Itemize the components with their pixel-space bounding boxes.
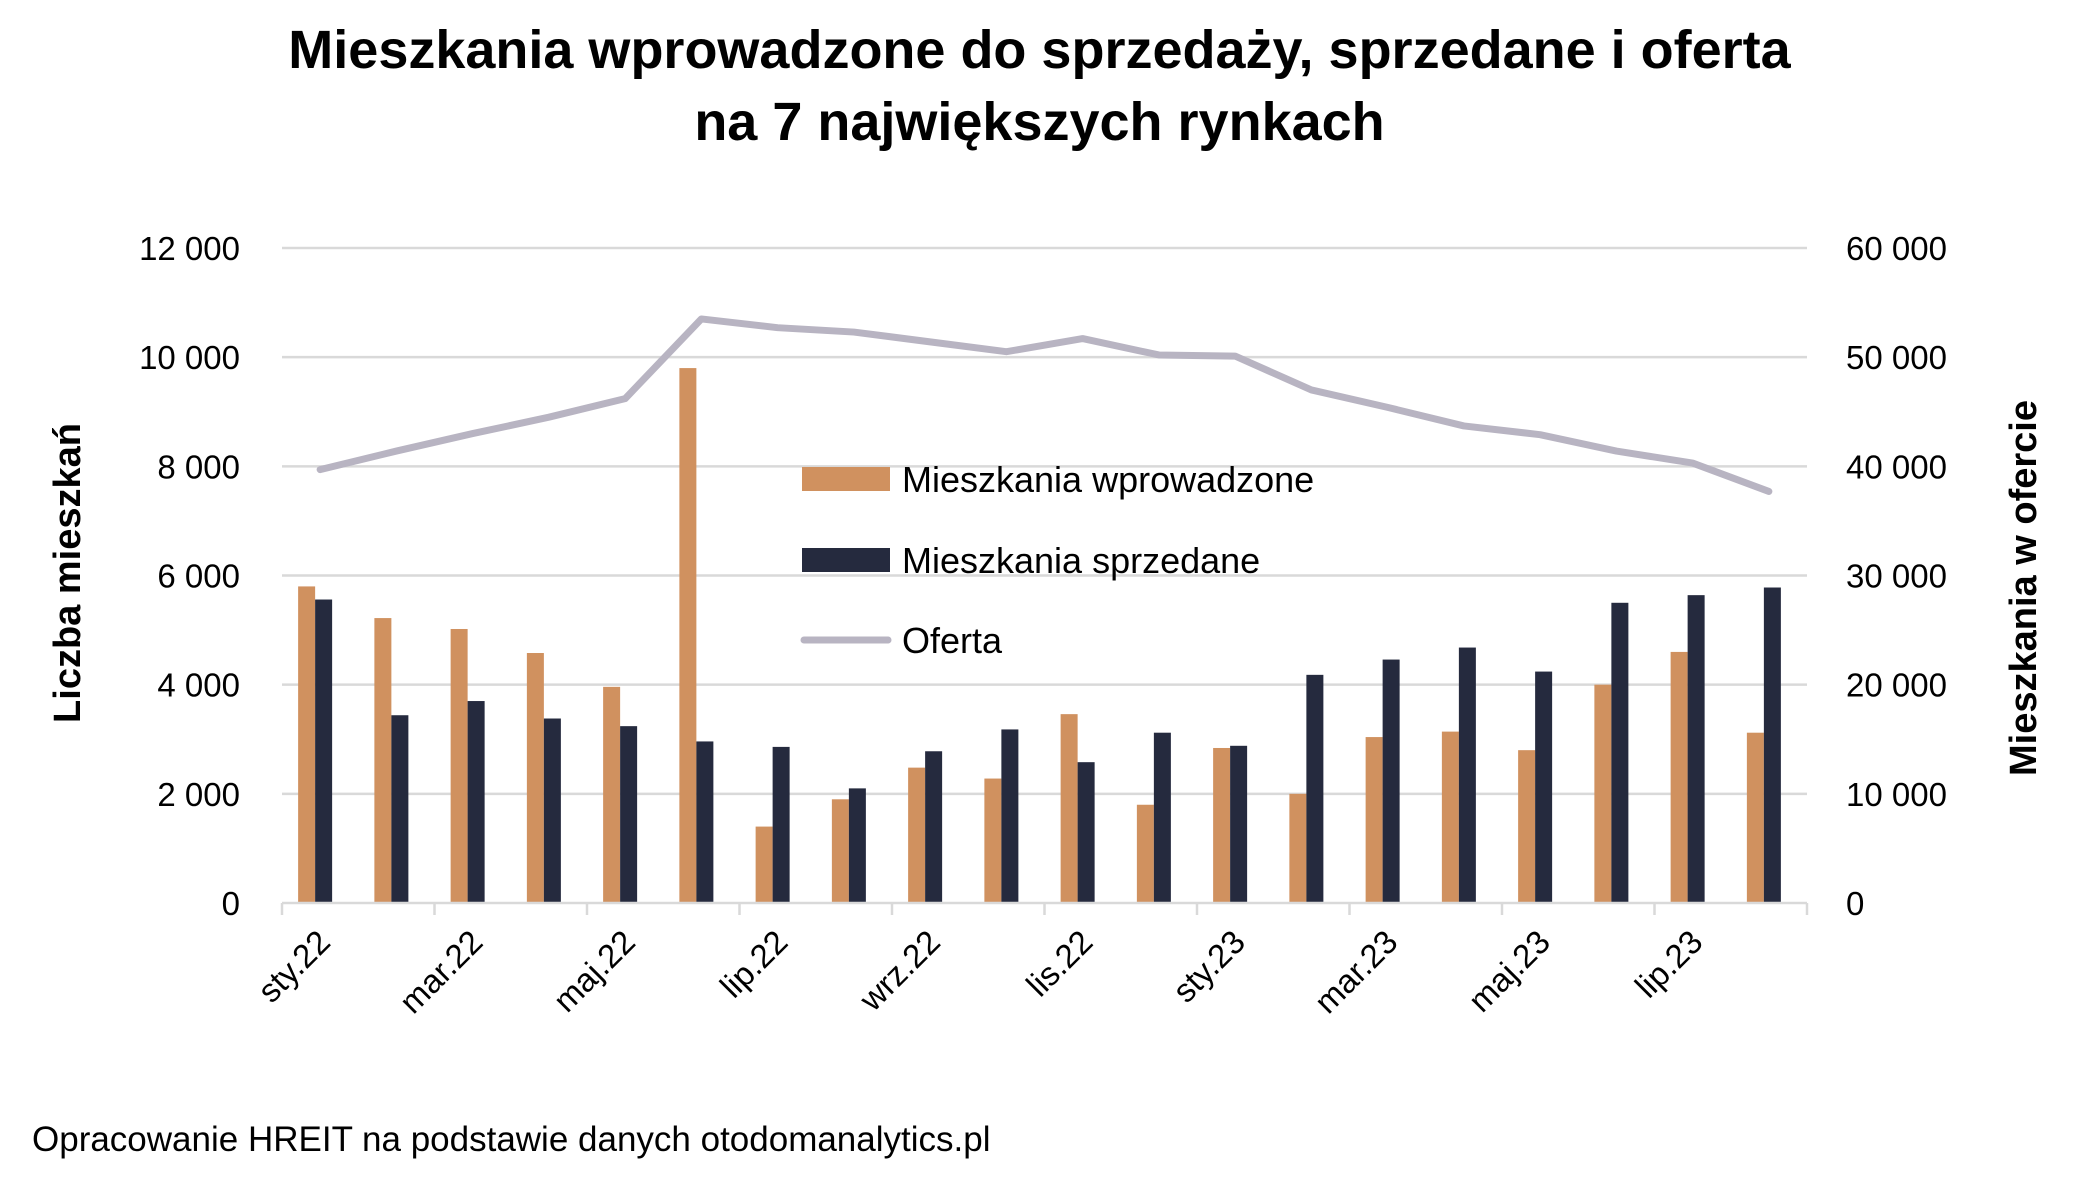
chart-title-line-1: Mieszkania wprowadzone do sprzedaży, spr… bbox=[288, 20, 1791, 80]
bar-wprowadzone-lip.23 bbox=[1670, 651, 1688, 903]
y2-tick-label: 40 000 bbox=[1846, 448, 1947, 485]
bar-sprzedane-lis.22 bbox=[1077, 762, 1095, 903]
bar-sprzedane-mar.23 bbox=[1382, 659, 1400, 903]
bar-wprowadzone-kwi.22 bbox=[526, 653, 544, 903]
bar-sprzedane-sty.23 bbox=[1230, 745, 1248, 903]
bar-sprzedane-gru.22 bbox=[1153, 732, 1171, 903]
bar-sprzedane-kwi.22 bbox=[543, 718, 561, 903]
x-tick-label: maj.22 bbox=[546, 923, 642, 1019]
bar-sprzedane-lut.23 bbox=[1306, 674, 1324, 903]
y2-tick-label: 0 bbox=[1846, 885, 1864, 922]
y-axis-right: 0 10 000 20 000 30 000 40 000 50 000 60 000 bbox=[1846, 230, 1947, 922]
y-tick-label: 4 000 bbox=[157, 667, 240, 704]
bar-wprowadzone-lut.22 bbox=[374, 618, 392, 903]
bar-wprowadzone-sty.22 bbox=[298, 586, 316, 903]
x-tick-label: maj.23 bbox=[1461, 923, 1557, 1019]
y-tick-label: 10 000 bbox=[139, 339, 240, 376]
bar-sprzedane-sie.23 bbox=[1763, 587, 1781, 903]
y2-tick-label: 50 000 bbox=[1846, 339, 1947, 376]
bar-sprzedane-sie.22 bbox=[848, 788, 866, 903]
legend-label-wprowadzone: Mieszkania wprowadzone bbox=[902, 459, 1314, 500]
bar-sprzedane-sty.22 bbox=[315, 599, 333, 903]
bar-sprzedane-lip.23 bbox=[1687, 595, 1705, 903]
bar-wprowadzone-sty.23 bbox=[1213, 747, 1231, 903]
y2-axis-title: Mieszkania w ofercie bbox=[2003, 400, 2045, 776]
x-tick-label: sty.22 bbox=[250, 923, 337, 1010]
line-oferta bbox=[316, 315, 1773, 495]
bar-sprzedane-kwi.23 bbox=[1458, 647, 1476, 903]
bar-sprzedane-lut.22 bbox=[391, 715, 409, 903]
bar-wprowadzone-maj.22 bbox=[603, 686, 621, 903]
legend-swatch-wprowadzone bbox=[802, 467, 890, 491]
y-tick-label: 2 000 bbox=[157, 776, 240, 813]
chart-title-line-2: na 7 największych rynkach bbox=[694, 92, 1385, 152]
x-tick-label: lis.22 bbox=[1019, 923, 1100, 1004]
x-tick-label: lip.22 bbox=[713, 923, 795, 1005]
legend-label-sprzedane: Mieszkania sprzedane bbox=[902, 540, 1260, 581]
bar-wprowadzone-mar.23 bbox=[1365, 737, 1383, 903]
legend: Mieszkania wprowadzone Mieszkania sprzeda… bbox=[800, 459, 1314, 661]
bar-wprowadzone-cze.23 bbox=[1594, 684, 1612, 903]
bar-wprowadzone-paź.22 bbox=[984, 778, 1002, 903]
bar-wprowadzone-lut.23 bbox=[1289, 793, 1307, 903]
bar-sprzedane-maj.22 bbox=[620, 726, 638, 903]
bar-wprowadzone-lis.22 bbox=[1060, 714, 1078, 903]
y2-tick-label: 30 000 bbox=[1846, 558, 1947, 595]
bar-wprowadzone-mar.22 bbox=[450, 628, 468, 903]
y-tick-label: 8 000 bbox=[157, 448, 240, 485]
x-tick-label: mar.23 bbox=[1307, 923, 1405, 1021]
y-tick-label: 12 000 bbox=[139, 230, 240, 267]
x-axis: sty.22 mar.22 maj.22 lip.22 wrz.22 lis.22 sty.… bbox=[250, 901, 1809, 1021]
bars bbox=[298, 368, 1781, 903]
bar-sprzedane-maj.23 bbox=[1535, 671, 1553, 903]
source-footnote: Opracowanie HREIT na podstawie danych ot… bbox=[32, 1120, 991, 1159]
x-tick-label: sty.23 bbox=[1165, 923, 1252, 1010]
bar-sprzedane-lip.22 bbox=[772, 746, 790, 903]
legend-swatch-sprzedane bbox=[802, 548, 890, 572]
bar-wprowadzone-kwi.23 bbox=[1441, 731, 1459, 903]
x-tick-label: lip.23 bbox=[1628, 923, 1710, 1005]
x-tick-label: wrz.22 bbox=[851, 923, 947, 1019]
bar-sprzedane-wrz.22 bbox=[925, 751, 943, 903]
bar-wprowadzone-lip.22 bbox=[755, 826, 773, 903]
chart-title: Mieszkania wprowadzone do sprzedaży, spr… bbox=[0, 14, 2079, 158]
bar-wprowadzone-gru.22 bbox=[1136, 804, 1154, 903]
legend-label-oferta: Oferta bbox=[902, 620, 1003, 661]
bar-sprzedane-paź.22 bbox=[1001, 729, 1019, 903]
y-axis-left: 0 2 000 4 000 6 000 8 000 10 000 12 000 bbox=[139, 230, 240, 922]
y-axis-title: Liczba mieszkań bbox=[47, 423, 89, 723]
y2-tick-label: 10 000 bbox=[1846, 776, 1947, 813]
y2-tick-label: 20 000 bbox=[1846, 667, 1947, 704]
oferta-line-layer bbox=[316, 315, 1773, 495]
x-tick-label: mar.22 bbox=[392, 923, 490, 1021]
bar-sprzedane-cze.23 bbox=[1611, 602, 1629, 903]
bar-sprzedane-mar.22 bbox=[467, 701, 485, 903]
y-tick-label: 0 bbox=[222, 885, 240, 922]
bar-wprowadzone-sie.23 bbox=[1746, 732, 1764, 903]
bar-wprowadzone-cze.22 bbox=[679, 368, 697, 903]
bar-wprowadzone-maj.23 bbox=[1518, 750, 1536, 903]
gridlines bbox=[282, 246, 1807, 796]
bar-wprowadzone-sie.22 bbox=[831, 799, 849, 903]
y2-tick-label: 60 000 bbox=[1846, 230, 1947, 267]
bar-wprowadzone-wrz.22 bbox=[908, 767, 926, 903]
bar-sprzedane-cze.22 bbox=[696, 741, 714, 903]
y-tick-label: 6 000 bbox=[157, 558, 240, 595]
